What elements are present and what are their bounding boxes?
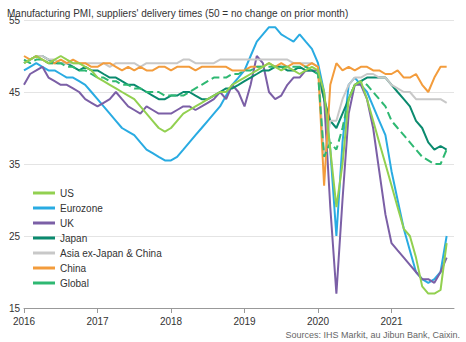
- svg-text:25: 25: [9, 231, 21, 242]
- svg-text:Eurozone: Eurozone: [60, 203, 103, 214]
- svg-text:2016: 2016: [13, 316, 36, 327]
- svg-text:US: US: [60, 188, 74, 199]
- svg-text:2019: 2019: [233, 316, 256, 327]
- svg-text:UK: UK: [60, 218, 74, 229]
- svg-text:China: China: [60, 263, 87, 274]
- svg-text:2021: 2021: [380, 316, 403, 327]
- svg-text:35: 35: [9, 159, 21, 170]
- svg-text:45: 45: [9, 87, 21, 98]
- svg-text:Sources: IHS Markit, au Jibun: Sources: IHS Markit, au Jibun Bank, Caix…: [285, 330, 460, 340]
- svg-text:2020: 2020: [307, 316, 330, 327]
- svg-text:55: 55: [8, 14, 20, 26]
- svg-text:Global: Global: [60, 278, 89, 289]
- svg-text:2017: 2017: [86, 316, 109, 327]
- svg-text:Asia ex-Japan & China: Asia ex-Japan & China: [60, 248, 162, 259]
- svg-text:2018: 2018: [160, 316, 183, 327]
- svg-text:15: 15: [9, 303, 21, 314]
- svg-text:Japan: Japan: [60, 233, 87, 244]
- svg-text:Manufacturing PMI, suppliers': Manufacturing PMI, suppliers' delivery t…: [7, 8, 348, 19]
